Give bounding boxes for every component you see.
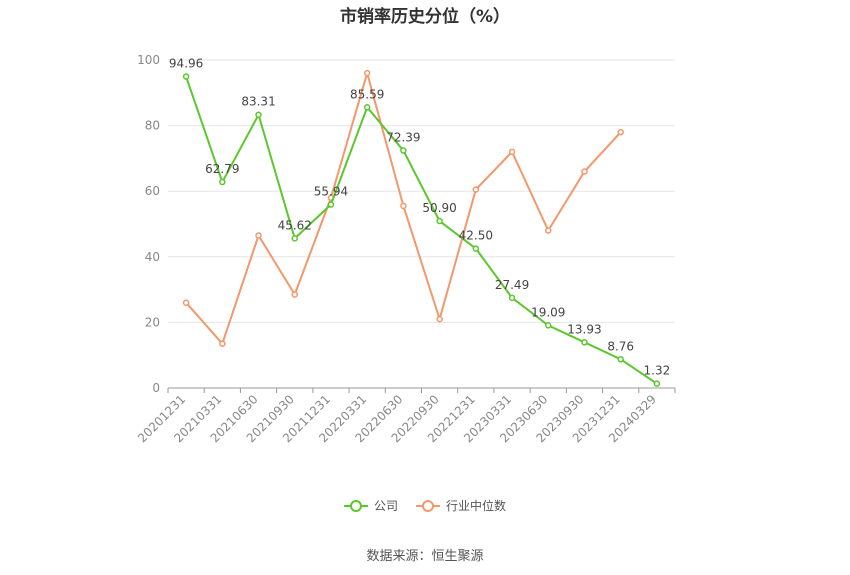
data-point-industry-median <box>436 315 443 323</box>
data-point-company <box>327 201 335 208</box>
data-point-company <box>182 73 190 80</box>
legend-item-industry-median[interactable]: 行业中位数 <box>416 497 506 514</box>
data-point-company <box>219 178 226 186</box>
data-label: 27.49 <box>495 278 529 292</box>
data-label: 55.94 <box>314 185 348 199</box>
data-point-industry-median <box>545 227 552 234</box>
data-point-industry-median <box>291 291 298 298</box>
chart-title: 市销率历史分位（%） <box>339 7 511 27</box>
data-label: 72.39 <box>386 131 420 145</box>
data-point-industry-median <box>363 69 371 77</box>
legend-swatch-industry-median <box>416 499 440 513</box>
data-point-company <box>255 111 262 118</box>
y-tick-label: 20 <box>145 315 160 329</box>
series-line-company <box>185 76 658 385</box>
data-point-company <box>581 339 588 346</box>
data-point-company <box>545 322 552 329</box>
data-point-industry-median <box>508 148 516 156</box>
data-point-industry-median <box>617 128 624 136</box>
data-label: 94.96 <box>169 57 203 71</box>
data-point-industry-median <box>581 168 588 175</box>
data-point-industry-median <box>219 340 226 347</box>
data-point-company <box>291 235 298 242</box>
data-point-industry-median <box>400 202 407 210</box>
y-tick-label: 100 <box>137 53 160 67</box>
legend-swatch-company <box>343 499 368 513</box>
data-point-company <box>363 104 371 111</box>
y-tick-label: 40 <box>145 250 160 264</box>
data-label: 19.09 <box>531 305 565 319</box>
data-point-company <box>508 294 516 302</box>
y-tick-label: 0 <box>152 381 160 395</box>
data-label: 8.76 <box>607 339 634 353</box>
data-point-company <box>472 245 480 252</box>
y-tick-label: 80 <box>145 119 160 133</box>
data-label: 13.93 <box>567 322 601 336</box>
legend-label-industry-median: 行业中位数 <box>446 499 507 513</box>
series-lines <box>182 69 661 387</box>
data-point-industry-median <box>472 186 480 193</box>
data-labels: 94.96 62.79 83.31 45.62 55.94 85.59 72.39 50.90… <box>169 57 670 378</box>
data-point-company <box>653 380 661 387</box>
data-label: 62.79 <box>205 162 239 176</box>
data-point-company <box>617 356 624 363</box>
y-tick-label: 60 <box>145 184 160 198</box>
legend-label-company: 公司 <box>373 499 398 513</box>
data-source: 数据来源：恒生聚源 <box>366 549 484 564</box>
data-label: 85.59 <box>350 87 384 101</box>
axes: 0204060801002020123120210331202106302021… <box>135 53 676 445</box>
legend-item-company[interactable]: 公司 <box>343 497 398 514</box>
data-label: 50.90 <box>422 201 456 215</box>
data-point-company <box>436 217 443 225</box>
data-label: 1.32 <box>644 364 671 378</box>
legend: 公司 行业中位数 <box>0 497 850 514</box>
data-point-company <box>400 147 407 154</box>
data-point-industry-median <box>255 232 262 239</box>
data-label: 83.31 <box>241 95 275 109</box>
data-label: 42.50 <box>459 229 493 243</box>
data-label: 45.62 <box>278 218 312 232</box>
grid-lines <box>168 59 675 323</box>
data-point-industry-median <box>182 299 190 306</box>
